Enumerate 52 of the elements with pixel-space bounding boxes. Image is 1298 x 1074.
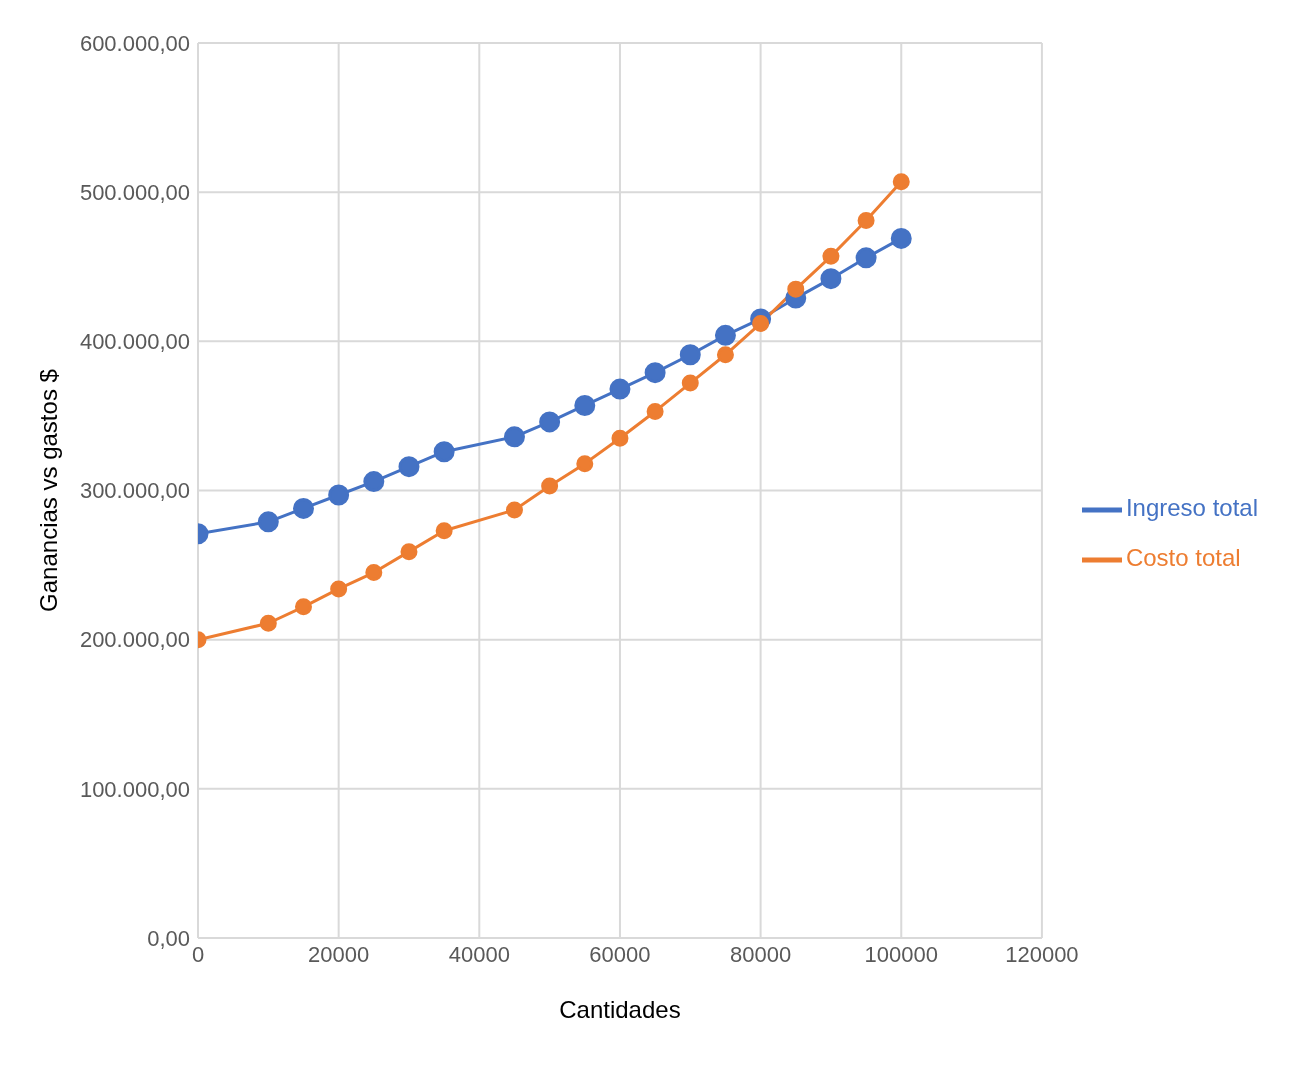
y-tick-label: 600.000,00 (79, 30, 190, 56)
point (609, 378, 631, 400)
point (503, 426, 525, 448)
point (892, 173, 910, 191)
point (679, 344, 701, 366)
point (541, 477, 559, 495)
point (646, 402, 664, 420)
point (576, 455, 594, 473)
y-tick-label: 400.000,00 (79, 329, 190, 355)
point (681, 374, 699, 392)
point (787, 280, 805, 298)
point (259, 614, 277, 632)
y-axis-title: Ganancias vs gastos $ (34, 369, 62, 612)
y-tick-label: 500.000,00 (79, 179, 190, 205)
point (822, 247, 840, 265)
x-tick-label: 100000 (864, 941, 938, 967)
legend-label: Costo total (1125, 544, 1241, 571)
x-tick-label: 0 (191, 941, 205, 967)
point (820, 268, 842, 290)
point (855, 247, 877, 269)
point (539, 411, 561, 433)
point (330, 580, 348, 598)
point (435, 522, 453, 540)
x-tick-label: 80000 (730, 941, 792, 967)
x-tick-label: 40000 (448, 941, 510, 967)
point (292, 497, 314, 519)
point (433, 441, 455, 463)
y-tick-label: 200.000,00 (79, 627, 190, 653)
point (716, 346, 734, 364)
point (294, 598, 312, 616)
legend-label: Ingreso total (1125, 494, 1258, 521)
point (611, 429, 629, 447)
point (890, 227, 912, 249)
point (365, 564, 383, 582)
point (328, 484, 350, 506)
x-tick-label: 120000 (1005, 941, 1079, 967)
y-tick-label: 100.000,00 (79, 776, 190, 802)
point (714, 324, 736, 346)
point (644, 362, 666, 384)
point (400, 543, 418, 561)
x-axis-title: Cantidades (559, 996, 681, 1023)
x-tick-label: 20000 (308, 941, 370, 967)
x-tick-label: 60000 (589, 941, 651, 967)
point (857, 212, 875, 230)
y-tick-label: 300.000,00 (79, 478, 190, 504)
point (363, 471, 385, 493)
point (398, 456, 420, 478)
y-tick-label: 0,00 (147, 925, 190, 951)
point (505, 501, 523, 519)
point (752, 314, 770, 332)
point (257, 511, 279, 533)
point (574, 394, 596, 416)
